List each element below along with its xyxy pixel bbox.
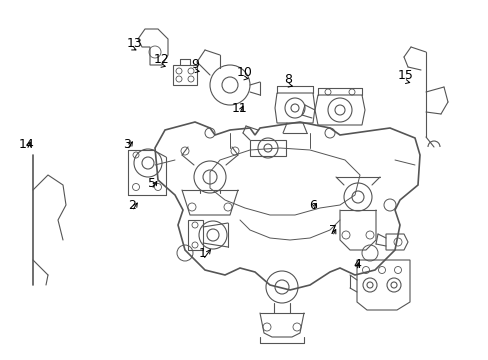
Text: 14: 14 <box>19 138 35 150</box>
Text: 2: 2 <box>128 199 136 212</box>
Text: 12: 12 <box>153 53 169 66</box>
Text: 4: 4 <box>352 258 360 271</box>
Text: 11: 11 <box>231 102 247 114</box>
Text: 7: 7 <box>328 224 336 237</box>
Text: 1: 1 <box>199 247 206 260</box>
Text: 5: 5 <box>147 177 155 190</box>
Text: 15: 15 <box>397 69 413 82</box>
Text: 10: 10 <box>236 66 252 78</box>
Text: 8: 8 <box>284 73 292 86</box>
Text: 9: 9 <box>191 58 199 71</box>
Text: 6: 6 <box>308 199 316 212</box>
Text: 13: 13 <box>126 37 142 50</box>
Text: 3: 3 <box>123 138 131 150</box>
